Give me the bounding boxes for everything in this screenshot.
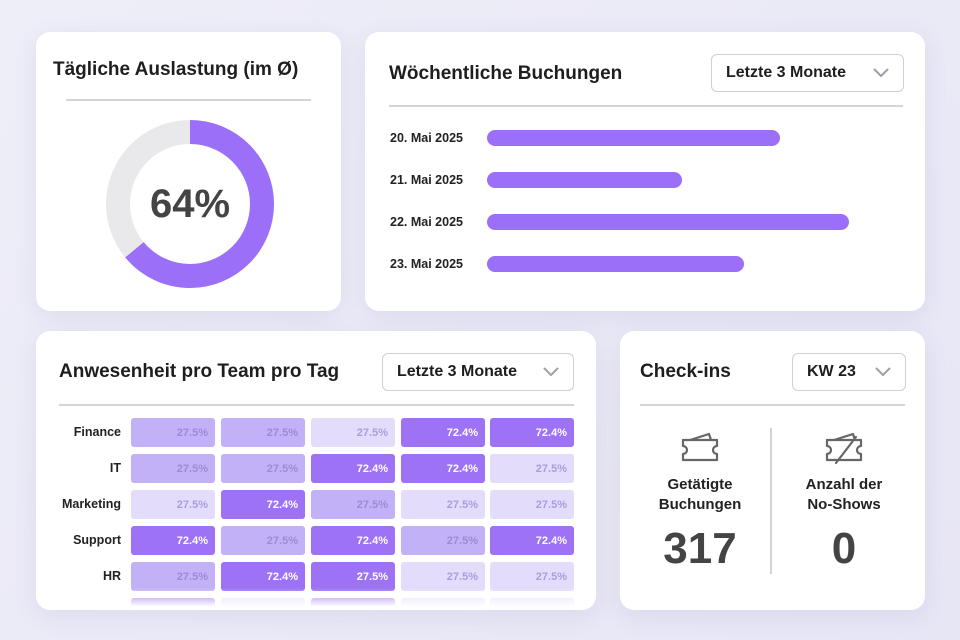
heatmap-cell[interactable]: 27.5% — [490, 490, 574, 519]
team-label: Support — [73, 533, 121, 547]
heatmap-row: Finance 27.5% 27.5% 27.5% 72.4% 72.4% — [36, 418, 596, 447]
attendance-divider — [59, 404, 574, 406]
utilization-divider — [66, 99, 311, 101]
weekly-bookings-divider — [389, 105, 903, 107]
heatmap-cell[interactable]: 72.4% — [221, 562, 305, 591]
heatmap-row: HR 27.5% 72.4% 27.5% 27.5% 27.5% — [36, 562, 596, 591]
bar[interactable] — [487, 214, 849, 230]
heatmap-row: Marketing 27.5% 72.4% 27.5% 27.5% 27.5% — [36, 490, 596, 519]
noshows-stat: Anzahl der No-Shows 0 — [779, 431, 909, 573]
attendance-range-label: Letzte 3 Monate — [397, 363, 518, 380]
utilization-value: 64% — [149, 181, 231, 226]
weekly-range-dropdown[interactable]: Letzte 3 Monate — [711, 54, 904, 92]
heatmap-cell[interactable]: 72.4% — [131, 526, 215, 555]
bar[interactable] — [487, 130, 781, 146]
weekly-bookings-card: Wöchentliche Buchungen Letzte 3 Monate 2… — [365, 32, 925, 311]
chevron-down-icon — [873, 68, 889, 77]
heatmap-cell[interactable]: 72.4% — [221, 490, 305, 519]
bar-label: 23. Mai 2025 — [390, 257, 463, 271]
bar[interactable] — [487, 172, 683, 188]
bookings-stat: Getätigte Buchungen 317 — [635, 431, 765, 573]
ticket-icon — [681, 432, 719, 462]
heatmap-cell[interactable]: 27.5% — [131, 418, 215, 447]
bar-label: 21. Mai 2025 — [390, 173, 463, 187]
attendance-title: Anwesenheit pro Team pro Tag — [59, 361, 340, 382]
noshows-label-line1: Anzahl der — [805, 476, 883, 493]
donut-fill — [106, 120, 274, 288]
heatmap-cell[interactable]: 27.5% — [490, 454, 574, 483]
weekly-range-label: Letzte 3 Monate — [726, 64, 847, 81]
checkins-divider — [640, 404, 905, 406]
heatmap-fade — [36, 588, 596, 610]
heatmap-cell[interactable]: 27.5% — [221, 454, 305, 483]
bar[interactable] — [487, 256, 745, 272]
utilization-card: Tägliche Auslastung (im Ø) 64% — [36, 32, 341, 311]
utilization-title: Tägliche Auslastung (im Ø) — [53, 59, 299, 80]
attendance-range-dropdown[interactable]: Letzte 3 Monate — [382, 353, 574, 391]
chevron-down-icon — [875, 367, 891, 376]
heatmap-cell[interactable]: 27.5% — [401, 490, 485, 519]
bar-label: 22. Mai 2025 — [390, 215, 463, 229]
heatmap-cell[interactable]: 27.5% — [221, 526, 305, 555]
heatmap-cell[interactable]: 27.5% — [311, 490, 395, 519]
bookings-label-line2: Buchungen — [658, 496, 742, 513]
bar-label: 20. Mai 2025 — [390, 131, 463, 145]
utilization-donut — [106, 120, 274, 288]
heatmap-cell[interactable]: 27.5% — [221, 418, 305, 447]
heatmap-cell[interactable]: 72.4% — [401, 418, 485, 447]
heatmap-cell[interactable]: 72.4% — [401, 454, 485, 483]
checkins-card: Check-ins KW 23 Getätigte Buchungen 317 … — [620, 331, 925, 610]
heatmap-cell[interactable]: 72.4% — [311, 526, 395, 555]
team-label: HR — [102, 569, 121, 583]
heatmap-cell[interactable]: 27.5% — [401, 526, 485, 555]
team-label: Marketing — [61, 497, 121, 511]
bookings-label-line1: Getätigte — [667, 476, 733, 493]
heatmap-row: IT 27.5% 27.5% 72.4% 72.4% 27.5% — [36, 454, 596, 483]
heatmap-cell[interactable]: 27.5% — [490, 562, 574, 591]
weekly-bookings-title: Wöchentliche Buchungen — [389, 63, 623, 84]
heatmap-cell[interactable]: 27.5% — [131, 454, 215, 483]
team-label: IT — [109, 461, 121, 475]
heatmap-cell[interactable]: 72.4% — [311, 454, 395, 483]
heatmap-cell[interactable]: 27.5% — [131, 562, 215, 591]
chevron-down-icon — [543, 367, 559, 376]
heatmap-cell[interactable]: 27.5% — [131, 490, 215, 519]
team-label: Finance — [73, 425, 121, 439]
heatmap-cell[interactable]: 72.4% — [490, 526, 574, 555]
week-dropdown[interactable]: KW 23 — [792, 353, 906, 391]
heatmap-cell[interactable]: 27.5% — [311, 418, 395, 447]
checkins-title: Check-ins — [640, 361, 731, 382]
attendance-card: Anwesenheit pro Team pro Tag Letzte 3 Mo… — [36, 331, 596, 610]
noshows-label-line2: No-Shows — [807, 496, 881, 513]
stat-divider — [770, 428, 772, 574]
heatmap-cell[interactable]: 72.4% — [490, 418, 574, 447]
heatmap-row: Support 72.4% 27.5% 72.4% 27.5% 72.4% — [36, 526, 596, 555]
heatmap-cell[interactable]: 27.5% — [401, 562, 485, 591]
ticket-cancelled-icon — [825, 432, 863, 465]
bookings-value: 317 — [663, 524, 737, 573]
heatmap-cell[interactable]: 27.5% — [311, 562, 395, 591]
week-label: KW 23 — [807, 363, 856, 380]
noshows-value: 0 — [831, 524, 857, 573]
